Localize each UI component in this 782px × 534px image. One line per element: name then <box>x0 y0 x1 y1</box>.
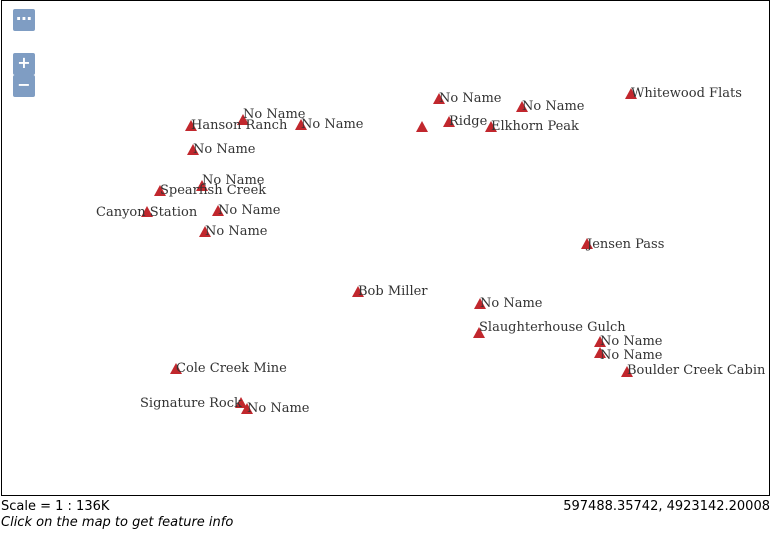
feature-label: Slaughterhouse Gulch <box>479 320 626 335</box>
triangle-marker-icon[interactable] <box>154 185 166 196</box>
triangle-marker-icon[interactable] <box>443 116 455 127</box>
feature-label: Signature Rock <box>140 396 242 411</box>
triangle-marker-icon[interactable] <box>621 366 633 377</box>
feature-label: Boulder Creek Cabin <box>627 363 766 378</box>
layer-switcher-button[interactable]: ⋯ <box>13 9 35 31</box>
triangle-marker-icon[interactable] <box>485 121 497 132</box>
feature-label: No Name <box>205 224 268 239</box>
zoom-out-button[interactable]: − <box>13 75 35 97</box>
feature-label: No Name <box>600 334 663 349</box>
triangle-marker-icon[interactable] <box>594 347 606 358</box>
triangle-marker-icon[interactable] <box>581 238 593 249</box>
feature-label: Bob Miller <box>358 284 428 299</box>
triangle-marker-icon[interactable] <box>185 120 197 131</box>
mouse-coordinates: 597488.35742, 4923142.20008 <box>563 499 770 514</box>
feature-label: No Name <box>202 173 265 188</box>
triangle-marker-icon[interactable] <box>196 180 208 191</box>
feature-label: No Name <box>439 91 502 106</box>
triangle-marker-icon[interactable] <box>235 397 247 408</box>
feature-label: No Name <box>247 401 310 416</box>
feature-label: Cole Creek Mine <box>176 361 287 376</box>
feature-label: Ridge <box>449 114 488 129</box>
feature-label: Spearfish Creek <box>160 183 267 198</box>
triangle-marker-icon[interactable] <box>141 206 153 217</box>
triangle-marker-icon[interactable] <box>473 327 485 338</box>
triangle-marker-icon[interactable] <box>187 144 199 155</box>
feature-label: No Name <box>480 296 543 311</box>
feature-label: Elkhorn Peak <box>491 119 579 134</box>
triangle-marker-icon[interactable] <box>295 119 307 130</box>
feature-label: No Name <box>193 142 256 157</box>
triangle-marker-icon[interactable] <box>625 88 637 99</box>
feature-label: Jensen Pass <box>587 237 665 252</box>
scale-line: Scale = 1 : 136K <box>1 499 110 514</box>
feature-label: No Name <box>243 107 306 122</box>
triangle-marker-icon[interactable] <box>199 226 211 237</box>
triangle-marker-icon[interactable] <box>474 298 486 309</box>
feature-label: No Name <box>218 203 281 218</box>
triangle-marker-icon[interactable] <box>352 286 364 297</box>
feature-label: No Name <box>522 99 585 114</box>
zoom-in-button[interactable]: + <box>13 53 35 75</box>
feature-label: Hanson Ranch <box>191 118 288 133</box>
feature-label: No Name <box>600 348 663 363</box>
triangle-marker-icon[interactable] <box>241 403 253 414</box>
triangle-marker-icon[interactable] <box>433 93 445 104</box>
triangle-marker-icon[interactable] <box>516 101 528 112</box>
info-hint: Click on the map to get feature info <box>1 515 234 530</box>
feature-label: Canyon Station <box>96 205 198 220</box>
triangle-marker-icon[interactable] <box>170 363 182 374</box>
feature-label: Whitewood Flats <box>631 86 742 101</box>
triangle-marker-icon[interactable] <box>416 121 428 132</box>
triangle-marker-icon[interactable] <box>237 114 249 125</box>
feature-label: No Name <box>301 117 364 132</box>
triangle-marker-icon[interactable] <box>594 336 606 347</box>
map-viewport[interactable]: ⋯ + − No Name Hanson Ranch No Name No Name N… <box>1 0 770 496</box>
triangle-marker-icon[interactable] <box>212 205 224 216</box>
